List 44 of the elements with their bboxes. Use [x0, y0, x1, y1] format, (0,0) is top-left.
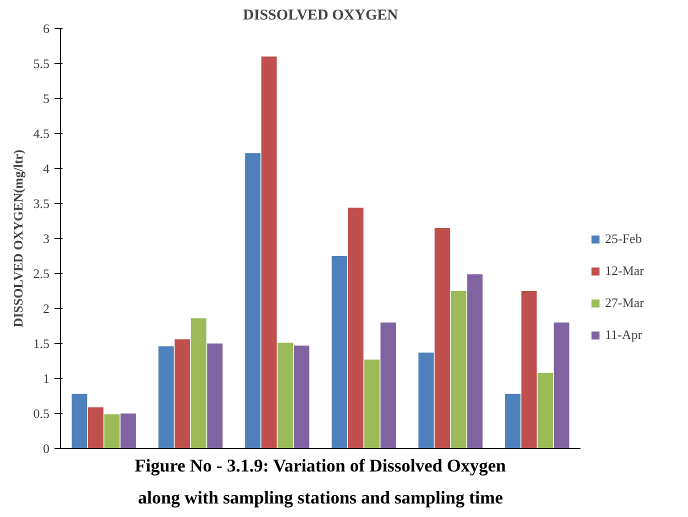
- bar: [294, 346, 310, 448]
- bar: [380, 322, 396, 448]
- bar: [158, 346, 174, 448]
- y-tick-label: 0: [43, 441, 50, 456]
- y-tick-label: 0.5: [33, 406, 50, 421]
- legend-label: 12-Mar: [605, 263, 644, 279]
- bar: [261, 56, 277, 448]
- bar: [521, 291, 537, 448]
- bar: [450, 291, 466, 448]
- legend-label: 25-Feb: [605, 231, 642, 247]
- bar: [538, 372, 554, 448]
- y-tick-label: 4.5: [33, 126, 50, 141]
- bar: [467, 274, 483, 448]
- bar: [505, 394, 521, 448]
- y-tick-label: 1: [43, 371, 50, 386]
- bar: [418, 352, 434, 448]
- y-tick-label: 3.5: [33, 196, 50, 211]
- bar: [104, 414, 120, 448]
- bar: [88, 407, 104, 448]
- bar: [554, 322, 570, 448]
- bar: [72, 394, 88, 448]
- legend-label: 11-Apr: [605, 327, 642, 343]
- y-axis-title: DISSOLVED OXYGEN(mg/ltr): [10, 150, 26, 328]
- y-tick-label: 2.5: [33, 266, 50, 281]
- y-tick-label: 1.5: [33, 336, 50, 351]
- legend-label: 27-Mar: [605, 295, 644, 311]
- bar: [207, 344, 223, 448]
- y-tick-label: 5.5: [33, 56, 50, 71]
- y-tick-label: 5: [43, 91, 50, 106]
- bar: [364, 360, 380, 448]
- chart-title: DISSOLVED OXYGEN: [243, 8, 398, 24]
- y-tick-label: 2: [43, 301, 50, 316]
- bar: [174, 339, 190, 448]
- y-tick-label: 3: [43, 231, 50, 246]
- bar: [120, 414, 136, 448]
- text: Figure No - 3.1.9: Variation of Dissolved Oxygen along with sampling stations and sampling time: [134, 456, 506, 508]
- bar: [348, 208, 364, 448]
- bar: [332, 256, 348, 448]
- bar: [190, 318, 206, 448]
- y-tick-label: 4: [43, 161, 50, 176]
- bar: [434, 228, 450, 448]
- bar: [278, 342, 294, 448]
- bar: [245, 153, 261, 448]
- y-tick-label: 6: [43, 21, 50, 36]
